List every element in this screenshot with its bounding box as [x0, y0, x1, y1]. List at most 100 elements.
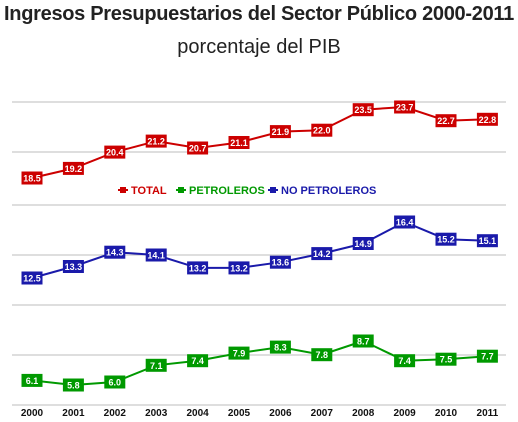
data-label-box: [21, 171, 43, 185]
data-label-box: [352, 237, 374, 250]
data-label-box: [104, 375, 126, 389]
data-label: 8.7: [357, 337, 370, 347]
data-label-box: [228, 346, 250, 360]
legend-label: TOTAL: [131, 185, 167, 197]
data-label: 5.8: [67, 381, 80, 391]
data-label-box: [104, 145, 126, 159]
data-label: 13.2: [189, 263, 207, 273]
data-label-box: [476, 234, 498, 248]
data-label-box: [62, 260, 84, 273]
data-label-box: [62, 378, 84, 392]
data-label-box: [269, 255, 291, 269]
x-tick-label: 2002: [104, 408, 127, 419]
data-label: 14.2: [313, 249, 331, 259]
data-label: 14.1: [147, 251, 165, 261]
data-label: 13.6: [272, 258, 290, 268]
series-line: [31, 105, 488, 179]
data-label-box: [476, 349, 498, 363]
data-label: 7.9: [233, 349, 246, 359]
data-label-box: [311, 123, 333, 137]
data-label-box: [62, 161, 84, 175]
data-label-box: [145, 358, 167, 372]
data-label-box: [435, 352, 457, 366]
series-line: [31, 339, 488, 387]
data-label: 14.9: [354, 239, 372, 249]
data-label: 7.1: [150, 361, 163, 371]
data-label-box: [228, 136, 250, 149]
legend-label: NO PETROLEROS: [281, 185, 376, 197]
x-tick-label: 2008: [352, 408, 375, 419]
legend-label: PETROLEROS: [189, 185, 265, 197]
data-label-box: [269, 125, 291, 139]
data-label: 7.8: [316, 350, 329, 360]
data-label: 13.3: [65, 262, 83, 272]
series-petroleros: 6.1 5.8 6.0 7.1 7.4 7.9 8.3 7.8 8.7 7.4 7.5 7.7: [21, 334, 498, 392]
x-tick-label: 2006: [269, 408, 292, 419]
x-axis: 2000 2001 2002 2003 2004 2005 2006 2007 2008 2009…: [21, 408, 499, 419]
series-no-petroleros: 12.5 13.3 14.3 14.1 13.2 13.2 13.6 14.2 14.9 16.4…: [21, 215, 498, 285]
data-label: 15.2: [437, 235, 455, 245]
gridlines: [12, 101, 506, 406]
data-label-box: [311, 247, 333, 261]
data-label-box: [269, 340, 291, 354]
data-label-box: [187, 354, 209, 368]
data-label: 21.1: [230, 138, 248, 148]
data-label-box: [187, 261, 209, 275]
data-label: 7.4: [191, 356, 204, 366]
data-label: 22.7: [437, 116, 455, 126]
data-label: 6.0: [109, 378, 122, 388]
legend: TOTAL PETROLEROS NO PETROLEROS: [118, 185, 376, 197]
x-tick-label: 2009: [393, 408, 416, 419]
data-label-box: [104, 245, 126, 259]
data-label-box: [228, 261, 250, 275]
data-label-box: [311, 348, 333, 362]
x-tick-label: 2003: [145, 408, 168, 419]
data-label: 20.7: [189, 144, 207, 154]
data-label-box: [21, 373, 43, 387]
x-tick-label: 2011: [477, 408, 499, 419]
legend-marker: [270, 187, 276, 193]
chart-subtitle: porcentaje del PIB: [177, 36, 341, 58]
x-tick-label: 2004: [186, 408, 209, 419]
series-layer: 18.5 19.2 20.4 21.2 20.7 21.1 21.9 22.0 23.5 23.7…: [21, 100, 498, 392]
data-label: 7.7: [481, 352, 494, 362]
data-label-box: [394, 354, 416, 368]
data-label: 21.2: [147, 137, 165, 147]
x-tick-label: 2000: [21, 408, 44, 419]
x-tick-label: 2010: [435, 408, 458, 419]
data-label: 15.1: [479, 236, 497, 246]
data-label: 22.8: [479, 115, 497, 125]
data-label: 21.9: [272, 127, 290, 137]
data-label: 19.2: [65, 164, 83, 174]
series-line: [31, 220, 488, 279]
data-label: 22.0: [313, 126, 331, 136]
data-label: 23.7: [396, 103, 414, 113]
data-label: 18.5: [23, 174, 41, 184]
data-label-box: [394, 100, 416, 114]
data-label-box: [352, 103, 374, 117]
data-label-box: [187, 141, 209, 155]
data-label: 12.5: [23, 274, 41, 284]
x-tick-label: 2007: [311, 408, 334, 419]
data-label: 6.1: [26, 376, 39, 386]
data-label-box: [352, 334, 374, 348]
data-label: 14.3: [106, 248, 124, 258]
data-label: 8.3: [274, 343, 287, 353]
data-label: 7.5: [440, 355, 453, 365]
data-label: 7.4: [398, 356, 411, 366]
data-label-box: [435, 232, 457, 246]
chart-title: Ingresos Presupuestarios del Sector Públ…: [4, 3, 514, 25]
legend-marker: [178, 187, 184, 193]
data-label-box: [435, 114, 457, 128]
x-tick-label: 2001: [62, 408, 85, 419]
data-label: 16.4: [396, 218, 414, 228]
x-tick-label: 2005: [228, 408, 251, 419]
data-label: 13.2: [230, 263, 248, 273]
data-label-box: [21, 271, 43, 285]
legend-marker: [120, 187, 126, 193]
data-label-box: [145, 134, 167, 148]
data-label-box: [145, 248, 167, 262]
data-label-box: [476, 112, 498, 126]
data-label: 20.4: [106, 148, 124, 158]
